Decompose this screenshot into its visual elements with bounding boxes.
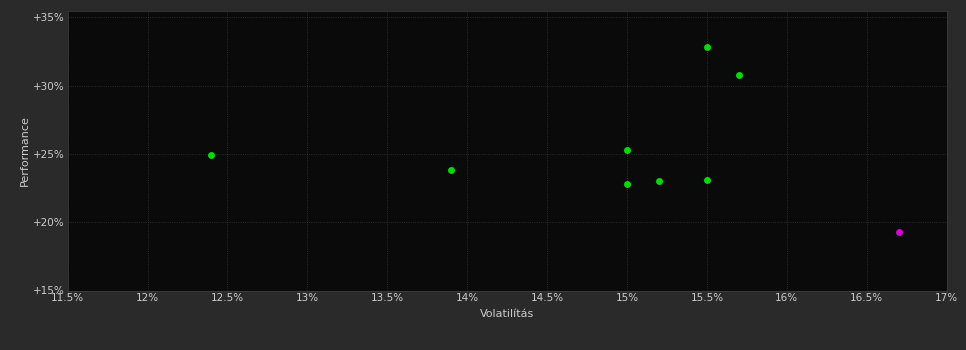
Y-axis label: Performance: Performance bbox=[20, 115, 30, 186]
Point bbox=[443, 168, 459, 173]
X-axis label: Volatilítás: Volatilítás bbox=[480, 309, 534, 319]
Point bbox=[204, 153, 219, 158]
Point bbox=[619, 147, 635, 153]
Point bbox=[619, 181, 635, 187]
Point bbox=[699, 177, 715, 183]
Point bbox=[891, 229, 906, 234]
Point bbox=[699, 44, 715, 50]
Point bbox=[651, 178, 667, 184]
Point bbox=[731, 72, 747, 77]
